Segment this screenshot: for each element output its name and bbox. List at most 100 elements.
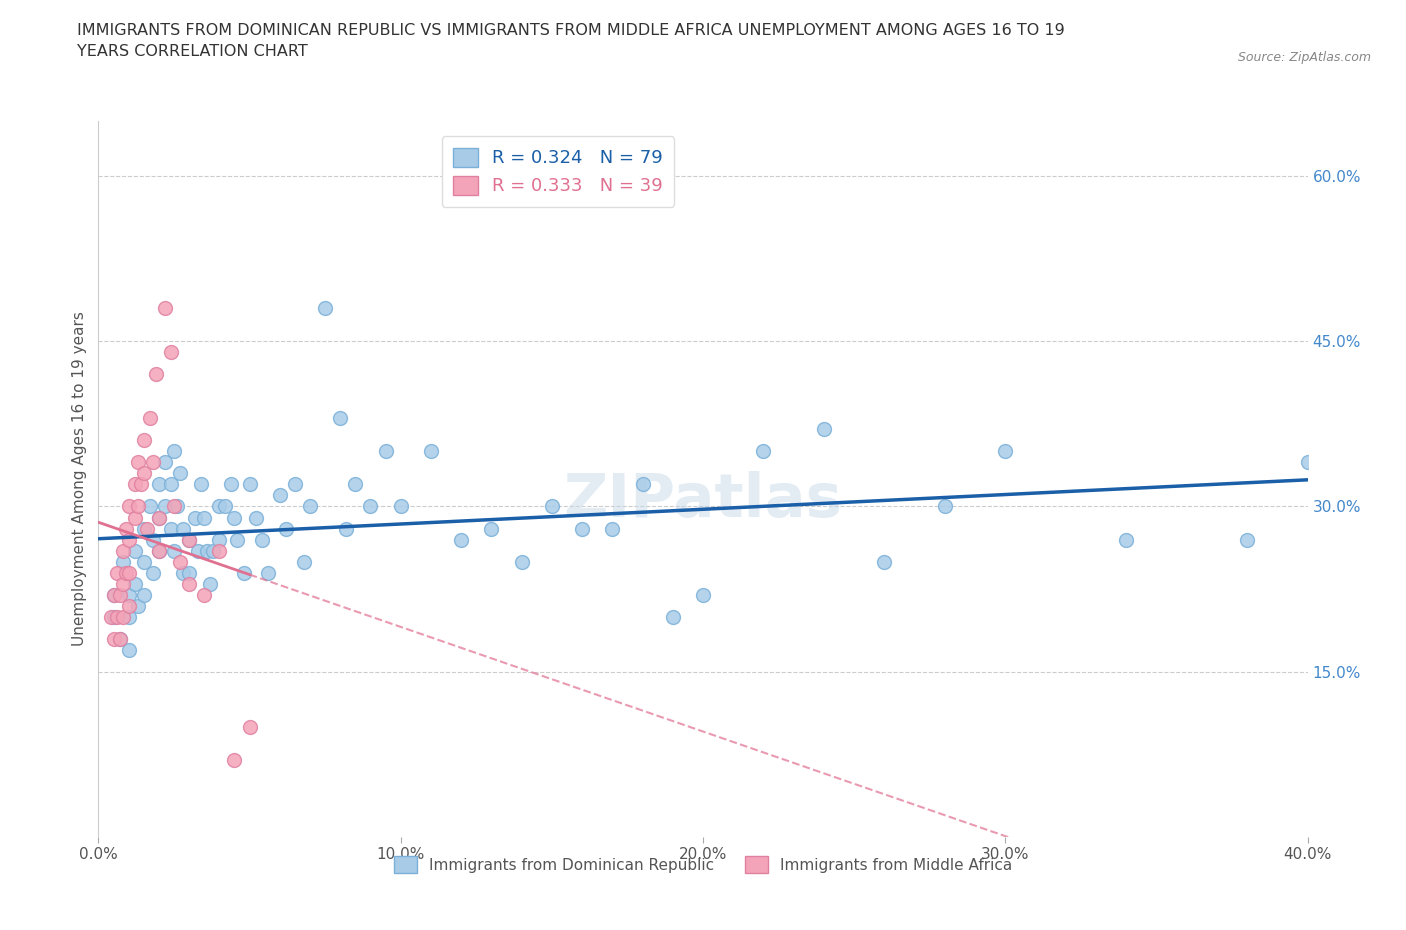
Point [132, 554, 155, 569]
Point [118, 499, 141, 514]
Point [108, 631, 131, 646]
Point [208, 532, 231, 547]
Point [994, 444, 1017, 458]
Point [221, 477, 243, 492]
Point [103, 631, 125, 646]
Point [132, 521, 155, 536]
Point [124, 577, 146, 591]
Point [169, 466, 191, 481]
Point [135, 521, 157, 536]
Point [118, 587, 141, 602]
Point [139, 499, 162, 514]
Point [299, 499, 322, 514]
Point [105, 565, 128, 580]
Point [127, 455, 149, 470]
Point [118, 643, 141, 658]
Point [179, 577, 201, 591]
Point [269, 488, 291, 503]
Point [127, 598, 149, 613]
Point [118, 598, 141, 613]
Point [142, 565, 165, 580]
Point [329, 411, 352, 426]
Point [1296, 455, 1319, 470]
Point [172, 565, 194, 580]
Point [153, 455, 176, 470]
Point [450, 532, 472, 547]
Point [250, 532, 273, 547]
Point [172, 521, 194, 536]
Point [239, 477, 262, 492]
Point [142, 455, 165, 470]
Point [148, 543, 170, 558]
Point [118, 565, 141, 580]
Point [208, 499, 231, 514]
Point [540, 499, 562, 514]
Point [103, 609, 125, 624]
Point [195, 543, 218, 558]
Point [132, 587, 155, 602]
Point [193, 510, 215, 525]
Point [153, 300, 176, 315]
Point [160, 345, 183, 360]
Point [245, 510, 267, 525]
Point [118, 609, 141, 624]
Point [129, 477, 152, 492]
Point [661, 609, 683, 624]
Point [148, 543, 170, 558]
Point [481, 521, 503, 536]
Point [153, 499, 176, 514]
Text: IMMIGRANTS FROM DOMINICAN REPUBLIC VS IMMIGRANTS FROM MIDDLE AFRICA UNEMPLOYMENT: IMMIGRANTS FROM DOMINICAN REPUBLIC VS IM… [77, 23, 1066, 60]
Point [118, 532, 141, 547]
Point [420, 444, 443, 458]
Point [224, 752, 246, 767]
Point [132, 433, 155, 448]
Y-axis label: Unemployment Among Ages 16 to 19 years: Unemployment Among Ages 16 to 19 years [72, 312, 87, 646]
Point [108, 631, 131, 646]
Point [111, 577, 134, 591]
Point [314, 300, 336, 315]
Point [139, 411, 162, 426]
Point [284, 477, 307, 492]
Point [124, 477, 146, 492]
Point [160, 477, 183, 492]
Point [193, 587, 215, 602]
Point [602, 521, 624, 536]
Point [148, 510, 170, 525]
Point [124, 510, 146, 525]
Point [256, 565, 278, 580]
Point [163, 499, 186, 514]
Point [292, 554, 315, 569]
Point [752, 444, 775, 458]
Point [111, 609, 134, 624]
Point [111, 554, 134, 569]
Point [100, 609, 122, 624]
Point [190, 477, 212, 492]
Point [571, 521, 593, 536]
Point [692, 587, 714, 602]
Point [169, 554, 191, 569]
Point [344, 477, 367, 492]
Point [1115, 532, 1137, 547]
Point [179, 565, 201, 580]
Point [160, 521, 183, 536]
Point [105, 609, 128, 624]
Point [127, 499, 149, 514]
Point [103, 587, 125, 602]
Point [132, 466, 155, 481]
Point [200, 577, 222, 591]
Point [108, 587, 131, 602]
Point [202, 543, 225, 558]
Point [103, 587, 125, 602]
Point [813, 422, 835, 437]
Point [239, 720, 262, 735]
Point [1236, 532, 1258, 547]
Point [114, 521, 136, 536]
Point [148, 477, 170, 492]
Point [179, 532, 201, 547]
Point [232, 565, 254, 580]
Point [163, 444, 186, 458]
Point [142, 532, 165, 547]
Point [360, 499, 382, 514]
Point [124, 543, 146, 558]
Legend: Immigrants from Dominican Republic, Immigrants from Middle Africa: Immigrants from Dominican Republic, Immi… [388, 850, 1018, 880]
